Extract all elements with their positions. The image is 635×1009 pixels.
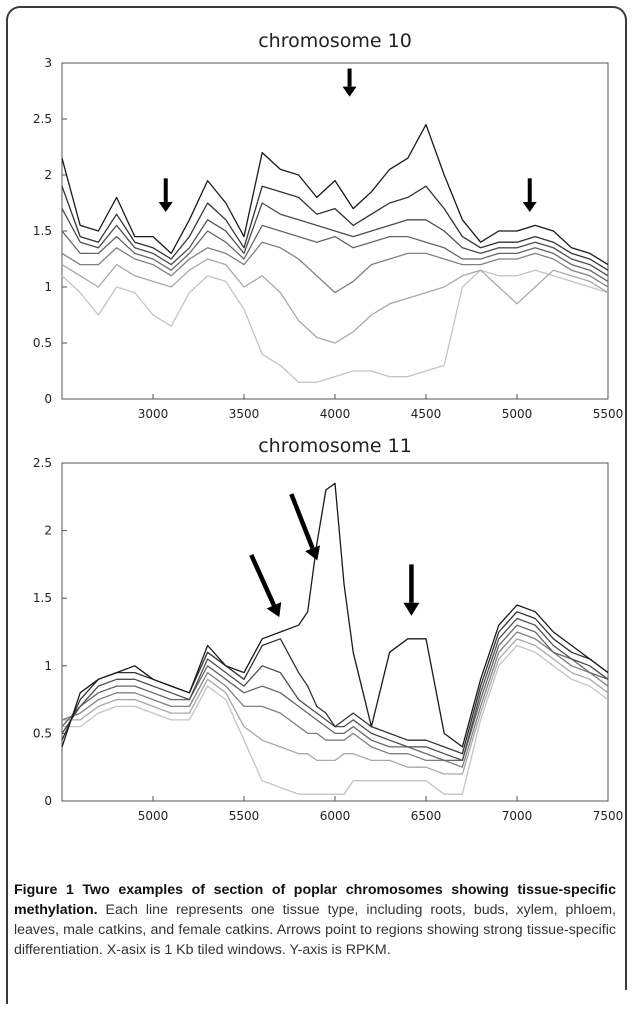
y-tick-label: 2 xyxy=(44,524,52,538)
x-tick-label: 4500 xyxy=(411,407,442,421)
y-tick-label: 2.5 xyxy=(33,112,52,126)
chromosome-10-chart: chromosome 10 0 0.5 1 1.5 2 2.5 3 3000 3500 4000 45… xyxy=(33,30,624,421)
series-line-5 xyxy=(61,241,609,294)
chart-title: chromosome 10 xyxy=(258,30,412,52)
x-tick-label: 6000 xyxy=(320,809,351,823)
x-tick-label: 5000 xyxy=(502,407,533,421)
series-line-5 xyxy=(61,631,609,768)
y-tick-label: 0 xyxy=(44,392,52,406)
series-line-3 xyxy=(61,202,609,277)
annotation-arrow xyxy=(342,68,357,97)
x-tick-label: 3500 xyxy=(229,407,260,421)
y-tick-label: 1 xyxy=(44,659,52,673)
x-tick-label: 5500 xyxy=(229,809,260,823)
x-tick-label: 5000 xyxy=(138,809,169,823)
series-line-3 xyxy=(61,617,609,762)
y-tick-label: 1 xyxy=(44,280,52,294)
annotation-arrow xyxy=(289,493,321,561)
series-line-7 xyxy=(62,644,609,795)
series-line-2 xyxy=(61,185,609,271)
y-tick-label: 1.5 xyxy=(33,591,52,605)
figure-frame xyxy=(6,6,627,1006)
series-line-1 xyxy=(61,123,609,266)
annotation-arrow xyxy=(403,564,420,616)
series-line-4 xyxy=(61,224,609,282)
y-tick-label: 0 xyxy=(44,794,52,808)
annotation-arrow xyxy=(249,554,282,618)
annotation-arrow xyxy=(158,178,173,212)
x-tick-label: 7000 xyxy=(502,809,533,823)
x-tick-label: 3000 xyxy=(138,407,169,421)
x-tick-label: 4000 xyxy=(320,407,351,421)
figure-caption: Figure 1 Two examples of section of popl… xyxy=(14,880,616,960)
frame-corner xyxy=(6,990,8,1004)
plot-frame xyxy=(61,462,609,802)
x-tick-label: 5500 xyxy=(593,407,624,421)
series-line-1 xyxy=(61,482,609,748)
chart-title: chromosome 11 xyxy=(258,435,412,457)
caption-lead: Figure 1 Two examples of section of popl… xyxy=(14,882,616,918)
series-line-6 xyxy=(61,258,609,344)
series-line-4 xyxy=(61,624,609,762)
y-tick-label: 0.5 xyxy=(33,726,52,740)
y-tick-label: 2 xyxy=(44,168,52,182)
series-line-7 xyxy=(61,269,609,383)
y-tick-label: 2.5 xyxy=(33,456,52,470)
x-tick-label: 6500 xyxy=(411,809,442,823)
annotation-arrow xyxy=(522,178,537,212)
y-tick-label: 1.5 xyxy=(33,224,52,238)
series-line-6 xyxy=(62,638,609,775)
chromosome-11-chart: chromosome 11 0 0.5 1 1.5 2 2.5 5000 5500 6000 650… xyxy=(33,435,624,823)
y-tick-label: 0.5 xyxy=(33,336,52,350)
y-tick-label: 3 xyxy=(44,56,52,70)
frame-gap xyxy=(0,990,635,1009)
caption-body: Each line represents one tissue type, in… xyxy=(14,902,616,958)
x-tick-label: 7500 xyxy=(593,809,624,823)
